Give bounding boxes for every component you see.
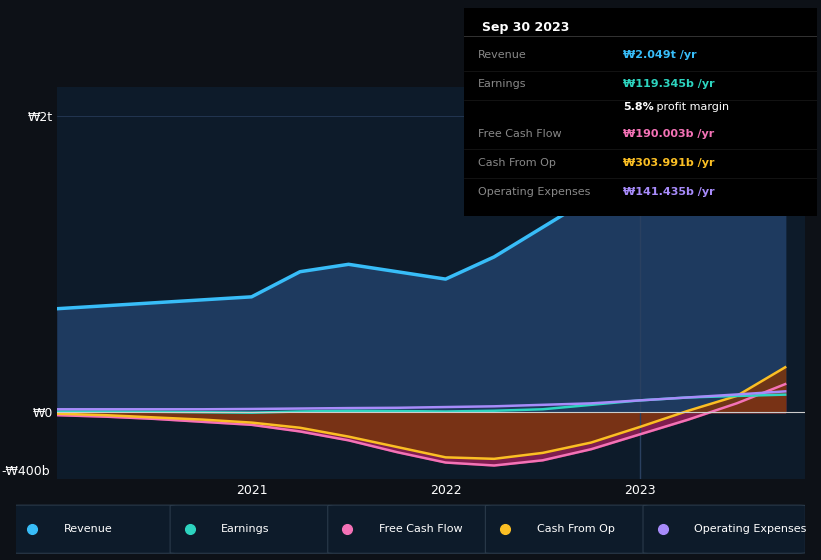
Text: Cash From Op: Cash From Op bbox=[478, 157, 556, 167]
FancyBboxPatch shape bbox=[328, 505, 490, 553]
Text: Operating Expenses: Operating Expenses bbox=[478, 186, 590, 197]
Text: Free Cash Flow: Free Cash Flow bbox=[379, 524, 462, 534]
Text: ₩303.991b /yr: ₩303.991b /yr bbox=[622, 157, 714, 167]
Text: -₩400b: -₩400b bbox=[1, 465, 50, 478]
Text: Revenue: Revenue bbox=[64, 524, 112, 534]
Text: Free Cash Flow: Free Cash Flow bbox=[478, 129, 562, 138]
Text: Earnings: Earnings bbox=[478, 79, 526, 89]
Text: profit margin: profit margin bbox=[653, 102, 729, 111]
Text: 5.8%: 5.8% bbox=[622, 102, 654, 111]
Text: Sep 30 2023: Sep 30 2023 bbox=[481, 21, 569, 34]
Text: ₩141.435b /yr: ₩141.435b /yr bbox=[622, 186, 714, 197]
Text: ₩2.049t /yr: ₩2.049t /yr bbox=[622, 50, 696, 60]
FancyBboxPatch shape bbox=[12, 505, 175, 553]
Text: Revenue: Revenue bbox=[478, 50, 527, 60]
Text: Cash From Op: Cash From Op bbox=[537, 524, 614, 534]
Text: ₩119.345b /yr: ₩119.345b /yr bbox=[622, 79, 714, 89]
FancyBboxPatch shape bbox=[485, 505, 648, 553]
Text: Earnings: Earnings bbox=[222, 524, 270, 534]
Text: Operating Expenses: Operating Expenses bbox=[695, 524, 806, 534]
FancyBboxPatch shape bbox=[643, 505, 805, 553]
Text: ₩190.003b /yr: ₩190.003b /yr bbox=[622, 129, 714, 138]
FancyBboxPatch shape bbox=[170, 505, 333, 553]
